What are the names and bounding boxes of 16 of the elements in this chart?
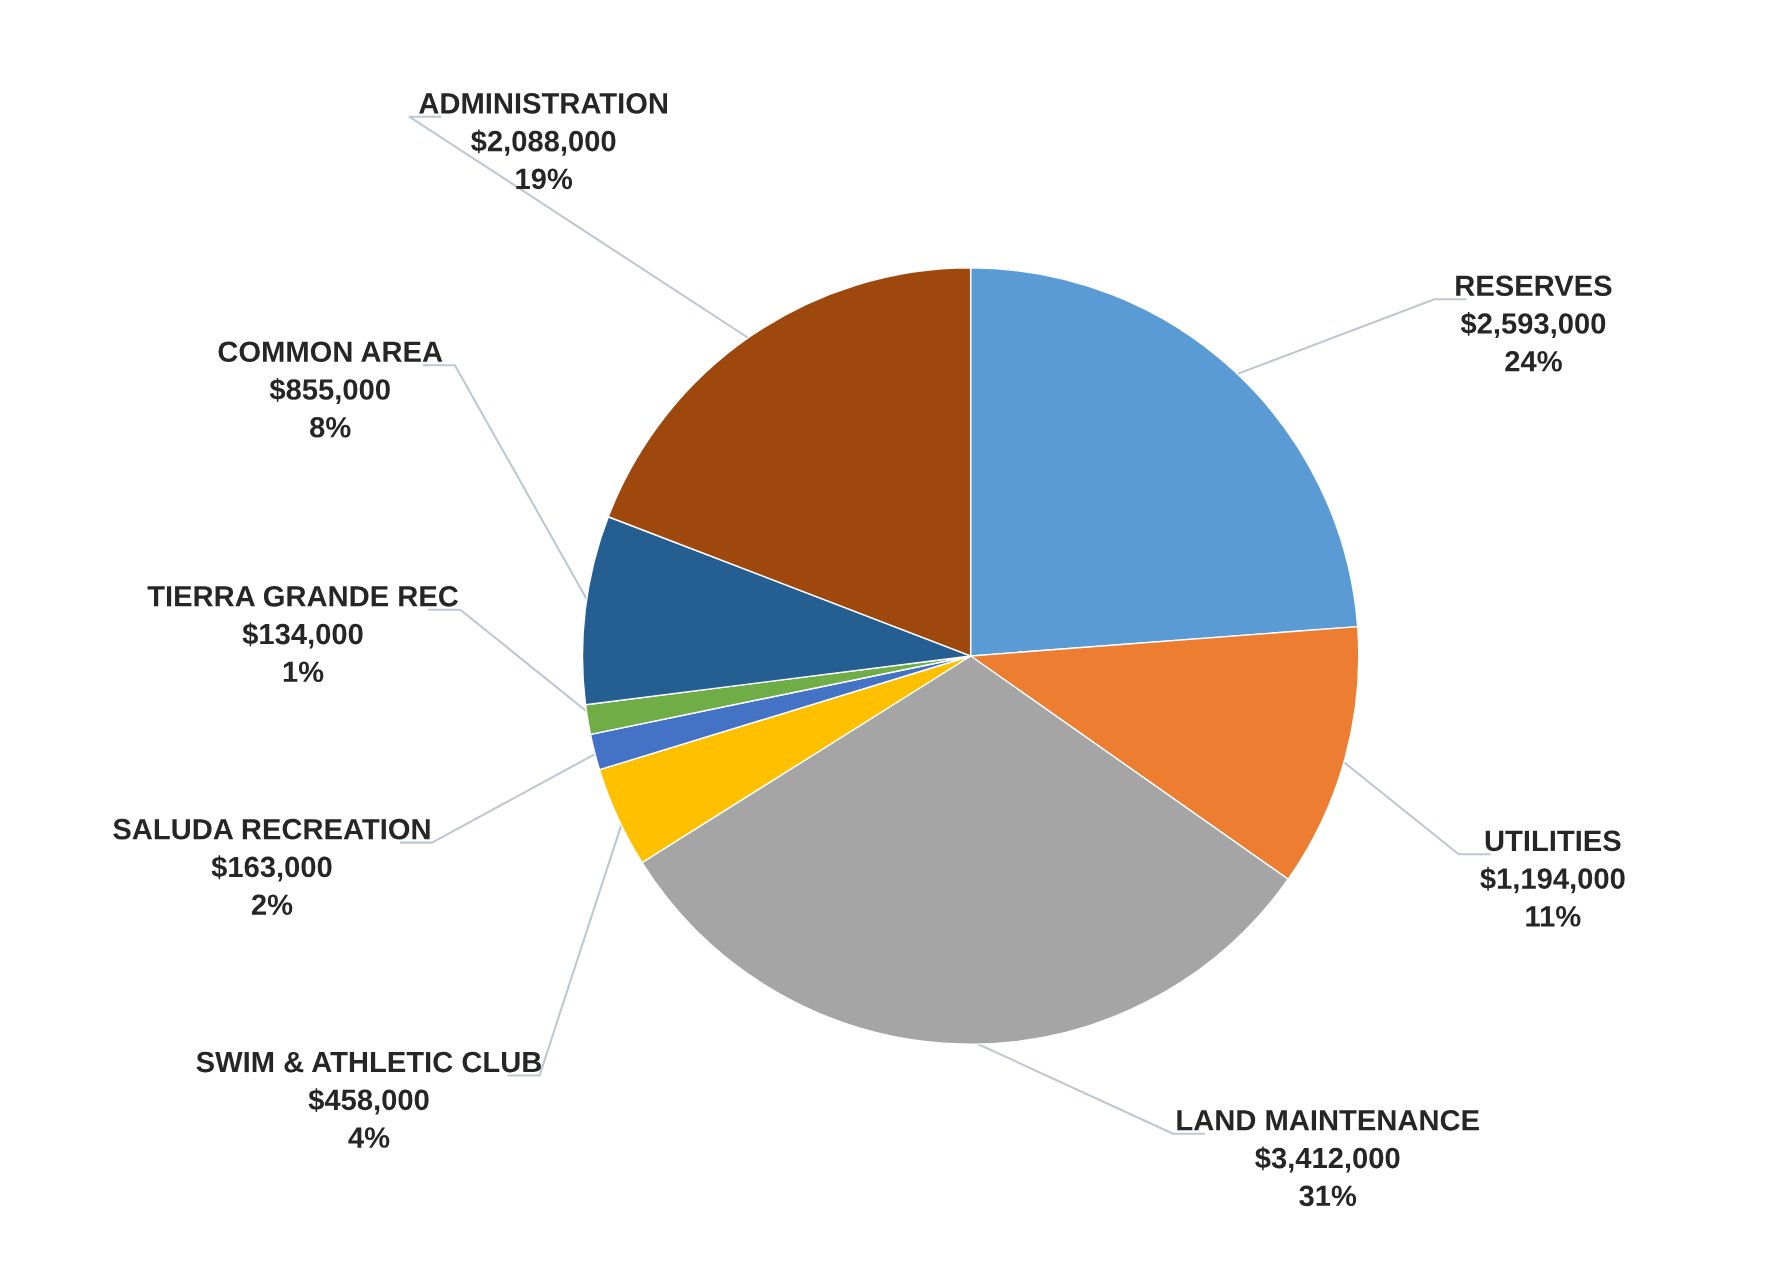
data-label: $458,000 4% (308, 1088, 429, 1148)
slice-label: SWIM & ATHLETIC CLUB (196, 1051, 542, 1073)
data-label: $134,000 1% (242, 622, 363, 683)
data-label: $163,000 2% (211, 855, 332, 915)
data-label: $2,088,000 19% (471, 129, 616, 190)
data-label: $3,412,000 31% (1255, 1146, 1400, 1207)
slice-label: SALUDA RECREATION (113, 818, 430, 840)
slice-label: LAND MAINTENANCE (1177, 1109, 1479, 1131)
slice-label: UTILITIES (1485, 830, 1621, 852)
slice-label: TIERRA GRANDE REC (147, 585, 459, 607)
data-label: $855,000 8% (269, 377, 390, 438)
data-label: $2,593,000 24% (1460, 311, 1606, 372)
slice-label: ADMINISTRATION (419, 93, 668, 114)
slice-label: RESERVES (1456, 275, 1612, 297)
data-label: $1,194,000 11% (1480, 866, 1625, 927)
slice-label: COMMON AREA (218, 341, 443, 363)
